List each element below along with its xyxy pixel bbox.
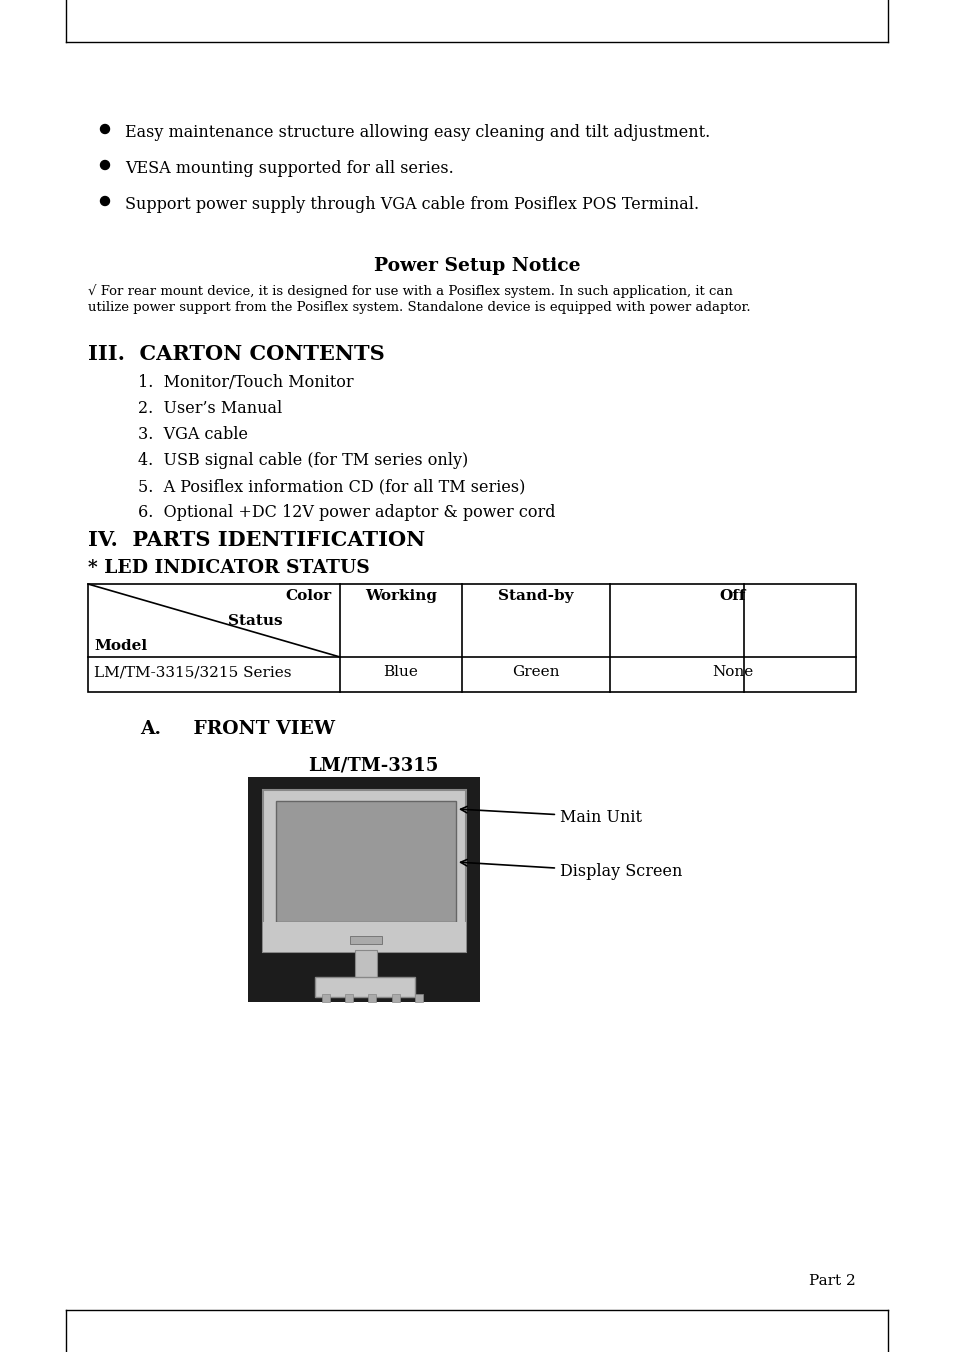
Text: Off: Off xyxy=(719,589,745,603)
Text: Status: Status xyxy=(228,614,282,627)
Bar xyxy=(263,922,465,952)
Bar xyxy=(392,994,399,1002)
Text: LM/TM-3315/3215 Series: LM/TM-3315/3215 Series xyxy=(94,665,292,680)
Text: 5.  A Posiflex information CD (for all TM series): 5. A Posiflex information CD (for all TM… xyxy=(138,479,525,495)
Bar xyxy=(322,994,330,1002)
Text: Easy maintenance structure allowing easy cleaning and tilt adjustment.: Easy maintenance structure allowing easy… xyxy=(125,124,709,141)
Text: Main Unit: Main Unit xyxy=(460,806,641,826)
Text: 4.  USB signal cable (for TM series only): 4. USB signal cable (for TM series only) xyxy=(138,452,468,469)
Bar xyxy=(263,790,465,952)
Text: 1.  Monitor/Touch Monitor: 1. Monitor/Touch Monitor xyxy=(138,375,354,391)
Bar xyxy=(350,936,381,944)
Bar xyxy=(415,994,422,1002)
Text: Support power supply through VGA cable from Posiflex POS Terminal.: Support power supply through VGA cable f… xyxy=(125,196,699,214)
Text: Green: Green xyxy=(512,665,559,680)
Text: Color: Color xyxy=(286,589,332,603)
Bar xyxy=(88,584,855,692)
Bar xyxy=(275,800,456,922)
Circle shape xyxy=(100,196,110,206)
Text: √ For rear mount device, it is designed for use with a Posiflex system. In such : √ For rear mount device, it is designed … xyxy=(88,284,732,297)
Text: LM/TM-3315: LM/TM-3315 xyxy=(308,757,438,775)
Text: Part 2: Part 2 xyxy=(808,1274,855,1288)
Text: 6.  Optional +DC 12V power adaptor & power cord: 6. Optional +DC 12V power adaptor & powe… xyxy=(138,504,555,521)
Text: IV.  PARTS IDENTIFICATION: IV. PARTS IDENTIFICATION xyxy=(88,530,425,550)
Text: utilize power support from the Posiflex system. Standalone device is equipped wi: utilize power support from the Posiflex … xyxy=(88,301,750,314)
Bar xyxy=(345,994,353,1002)
Circle shape xyxy=(100,161,110,169)
Text: * LED INDICATOR STATUS: * LED INDICATOR STATUS xyxy=(88,558,370,577)
Text: Stand-by: Stand-by xyxy=(497,589,573,603)
Bar xyxy=(368,994,375,1002)
Text: VESA mounting supported for all series.: VESA mounting supported for all series. xyxy=(125,160,454,177)
Text: Blue: Blue xyxy=(383,665,418,680)
Circle shape xyxy=(100,124,110,134)
Text: Power Setup Notice: Power Setup Notice xyxy=(374,257,579,274)
Text: Model: Model xyxy=(94,639,147,653)
Bar xyxy=(355,950,376,980)
Bar xyxy=(248,777,479,1002)
Text: None: None xyxy=(712,665,753,680)
Text: A.     FRONT VIEW: A. FRONT VIEW xyxy=(140,721,335,738)
Text: 2.  User’s Manual: 2. User’s Manual xyxy=(138,400,282,416)
Text: 3.  VGA cable: 3. VGA cable xyxy=(138,426,248,443)
Text: Working: Working xyxy=(365,589,436,603)
Text: III.  CARTON CONTENTS: III. CARTON CONTENTS xyxy=(88,343,384,364)
Bar xyxy=(314,977,415,996)
Text: Display Screen: Display Screen xyxy=(460,860,681,880)
